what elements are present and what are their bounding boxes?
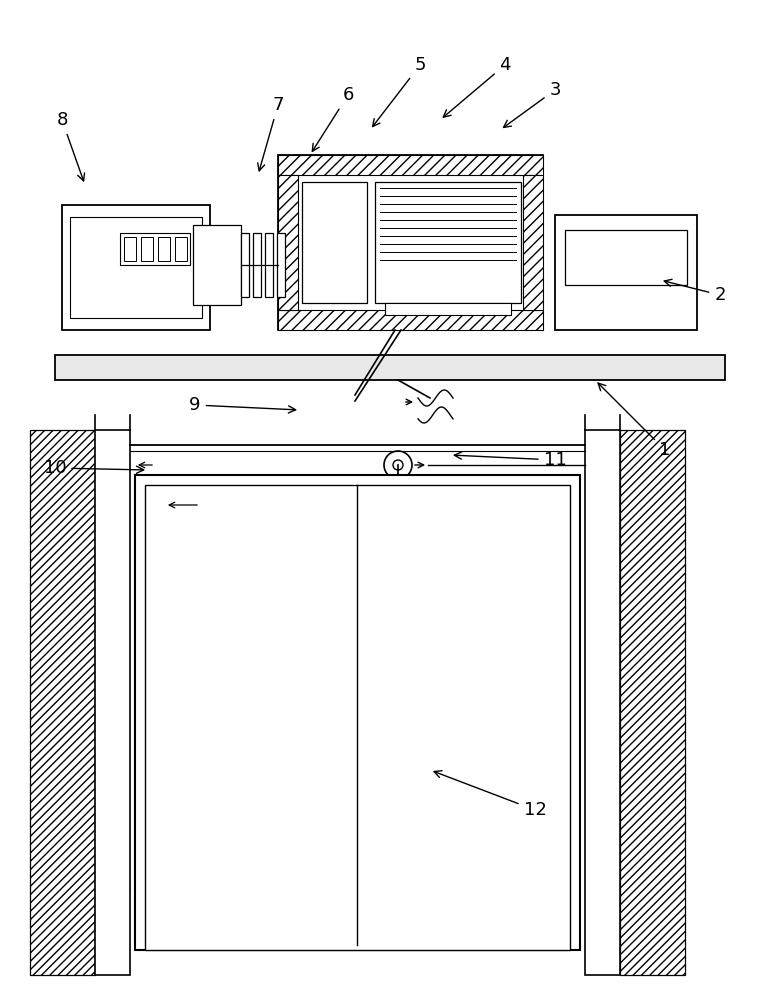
Bar xyxy=(278,155,543,330)
Bar xyxy=(620,430,685,975)
Circle shape xyxy=(77,233,91,247)
Text: 4: 4 xyxy=(443,56,511,117)
Bar xyxy=(241,233,249,297)
Text: 5: 5 xyxy=(373,56,426,127)
Circle shape xyxy=(633,311,645,323)
Bar xyxy=(124,237,136,261)
Circle shape xyxy=(384,451,412,479)
Circle shape xyxy=(577,311,589,323)
Bar xyxy=(555,215,697,330)
Bar xyxy=(95,430,130,975)
Text: 3: 3 xyxy=(503,81,561,127)
Bar xyxy=(62,205,210,330)
Circle shape xyxy=(577,293,589,305)
Circle shape xyxy=(605,311,617,323)
Bar xyxy=(158,237,170,261)
Bar xyxy=(278,310,543,330)
Circle shape xyxy=(141,288,155,302)
Circle shape xyxy=(393,460,403,470)
Bar xyxy=(565,230,687,285)
Bar xyxy=(30,430,95,975)
Bar xyxy=(70,217,202,318)
Text: 12: 12 xyxy=(434,771,547,819)
Bar xyxy=(253,233,261,297)
Circle shape xyxy=(97,288,111,302)
Text: 1: 1 xyxy=(598,383,671,459)
Circle shape xyxy=(75,288,89,302)
Circle shape xyxy=(97,233,111,247)
Bar xyxy=(145,485,570,950)
Text: 6: 6 xyxy=(312,86,354,151)
Text: 11: 11 xyxy=(454,451,566,469)
Circle shape xyxy=(119,288,133,302)
Circle shape xyxy=(163,288,177,302)
Bar xyxy=(265,233,273,297)
Text: 10: 10 xyxy=(44,459,143,477)
Circle shape xyxy=(605,293,617,305)
Bar xyxy=(302,182,367,303)
Text: 7: 7 xyxy=(258,96,283,171)
Text: 2: 2 xyxy=(664,279,726,304)
Circle shape xyxy=(633,293,645,305)
Bar xyxy=(523,175,543,310)
Bar xyxy=(120,233,190,265)
Bar xyxy=(278,175,298,310)
Bar xyxy=(135,475,580,950)
Bar xyxy=(141,237,153,261)
Circle shape xyxy=(117,233,131,247)
Text: 9: 9 xyxy=(189,396,296,414)
Bar xyxy=(55,355,725,380)
Bar xyxy=(385,303,511,315)
Text: 8: 8 xyxy=(56,111,85,181)
Bar xyxy=(375,182,521,303)
Bar xyxy=(585,430,620,975)
Bar xyxy=(278,155,543,175)
Bar xyxy=(193,225,241,305)
Bar xyxy=(175,237,187,261)
Bar xyxy=(277,233,285,297)
